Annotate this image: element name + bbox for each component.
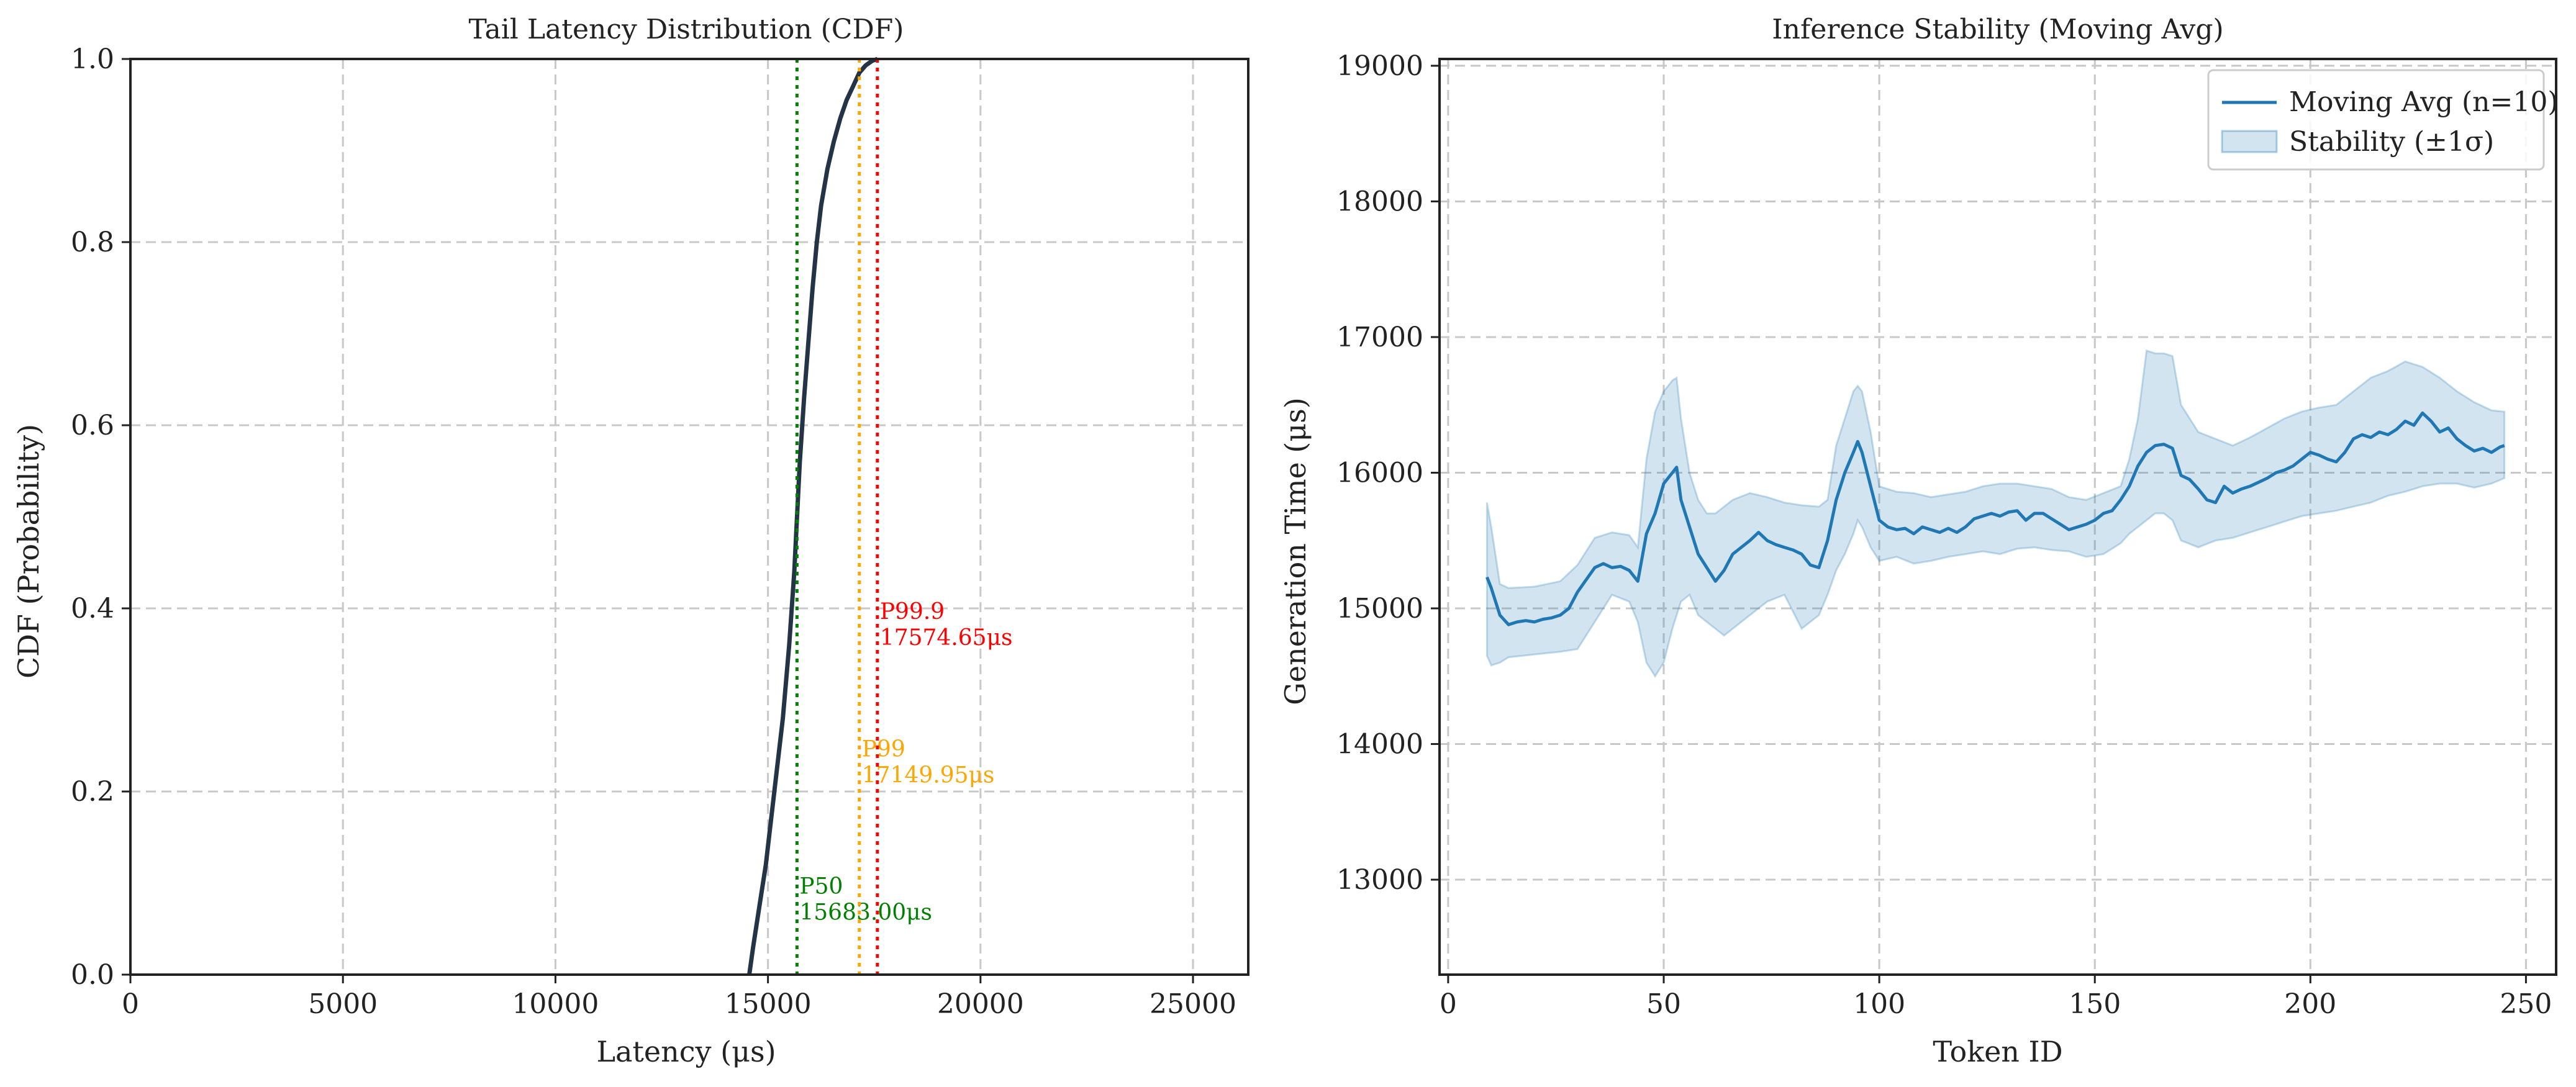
stability-y-axis-label: Generation Time (μs)	[1279, 397, 1312, 705]
panel0-y-tick-label: 0.2	[71, 776, 114, 808]
legend-box	[2207, 69, 2545, 171]
panel0-x-tick-label: 0	[122, 988, 139, 1020]
percentile-label-2: P99.9	[880, 599, 945, 625]
panel1-x-tick-label: 50	[1646, 988, 1681, 1020]
legend-label-stability: Stability (±1σ)	[2289, 126, 2494, 158]
panel1-y-tick-label: 19000	[1336, 50, 1423, 82]
panel1-axes-frame	[1438, 58, 2557, 976]
panel1-y-tick-label: 17000	[1336, 322, 1423, 353]
percentile-label-0: P50	[799, 874, 843, 900]
panel0-x-tick-label: 20000	[937, 988, 1024, 1020]
panel0-y-tick-label: 1.0	[71, 43, 114, 75]
panel0-y-tick-label: 0.8	[71, 227, 114, 258]
cdf-x-axis-label: Latency (μs)	[596, 1035, 776, 1068]
stability-x-axis-label: Token ID	[1933, 1035, 2062, 1068]
panel0-x-tick-label: 15000	[725, 988, 812, 1020]
panel0-axes-frame	[129, 58, 1249, 976]
panel1-x-tick-label: 100	[1853, 988, 1905, 1020]
stability-chart-title: Inference Stability (Moving Avg)	[1772, 14, 2223, 45]
panel1-y-tick-label: 16000	[1336, 457, 1423, 489]
cdf-y-axis-label: CDF (Probability)	[12, 424, 45, 679]
percentile-label-1: P99	[862, 736, 905, 762]
stability-panel: Inference Stability (Moving Avg) Token I…	[1279, 14, 2559, 1068]
cdf-curve	[747, 56, 879, 975]
panel1-x-tick-label: 250	[2500, 988, 2552, 1020]
panel0-x-tick-label: 5000	[308, 988, 378, 1020]
cdf-chart-title: Tail Latency Distribution (CDF)	[469, 14, 904, 45]
legend: Moving Avg (n=10) Stability (±1σ)	[2207, 69, 2559, 171]
panel0-y-tick-label: 0.4	[71, 593, 114, 625]
moving-average-line	[1485, 411, 2505, 626]
panel1-x-tick-label: 150	[2069, 988, 2121, 1020]
panel1-y-tick-label: 14000	[1336, 729, 1423, 760]
cdf-panel: Tail Latency Distribution (CDF) Latency …	[12, 14, 1249, 1068]
panel1-y-tick-label: 13000	[1336, 864, 1423, 896]
panel1-y-tick-label: 15000	[1336, 593, 1423, 625]
panel1-y-tick-label: 18000	[1336, 186, 1423, 217]
panel0-x-tick-label: 10000	[512, 988, 599, 1020]
panel1-x-tick-label: 0	[1440, 988, 1457, 1020]
legend-swatch-stability	[2221, 130, 2278, 153]
panel1-x-tick-label: 200	[2284, 988, 2336, 1020]
percentile-value-label-0: 15683.00μs	[799, 900, 932, 926]
percentile-value-label-2: 17574.65μs	[880, 625, 1013, 651]
panel0-y-tick-label: 0.6	[71, 410, 114, 441]
panel0-y-tick-label: 0.0	[71, 959, 114, 991]
legend-label-moving-avg: Moving Avg (n=10)	[2289, 86, 2559, 118]
panel0-x-tick-label: 25000	[1150, 988, 1236, 1020]
percentile-value-label-1: 17149.95μs	[862, 762, 995, 788]
